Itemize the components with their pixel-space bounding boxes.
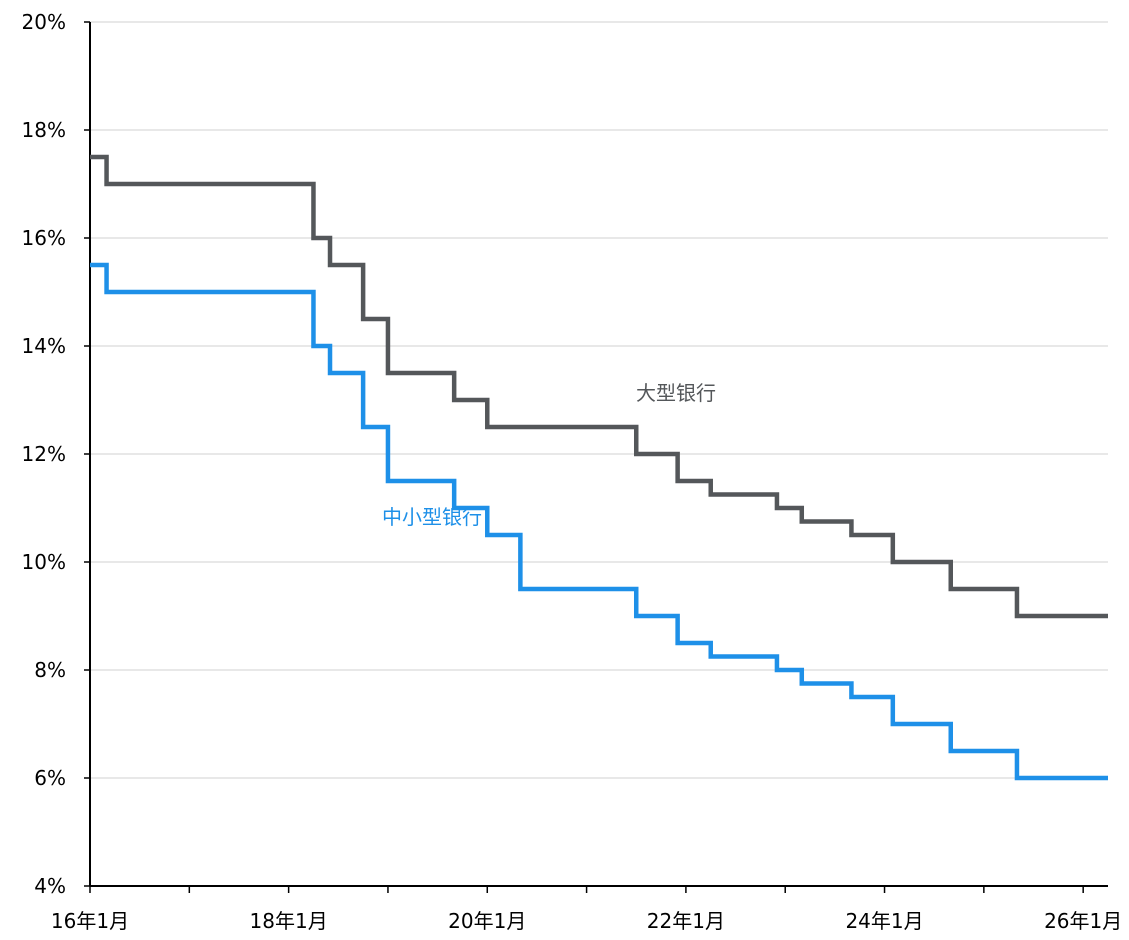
y-tick-label: 14% (22, 334, 66, 358)
y-tick-label: 4% (34, 874, 66, 898)
series-label: 大型银行 (636, 381, 716, 405)
y-tick-label: 6% (34, 766, 66, 790)
y-tick-label: 12% (22, 442, 66, 466)
series-group (90, 154, 1108, 781)
y-tick-label: 18% (22, 118, 66, 142)
x-tick-label: 24年1月 (845, 909, 923, 933)
x-tick-label: 16年1月 (51, 909, 129, 933)
x-tick-label: 26年1月 (1044, 909, 1122, 933)
x-tick-label: 18年1月 (250, 909, 328, 933)
y-tick-label: 20% (22, 10, 66, 34)
series-line (90, 154, 1108, 619)
y-tick-label: 8% (34, 658, 66, 682)
gridlines (90, 21, 1108, 779)
x-axis-ticks: 16年1月 18年1月 20年1月 22年1月 24年1月 26年1月 (51, 886, 1122, 933)
series-line (90, 262, 1108, 781)
y-tick-label: 10% (22, 550, 66, 574)
y-axis-ticks: 4% 6% 8% 10% 12% 14% 16% 18% 20% (22, 10, 90, 898)
y-tick-label: 16% (22, 226, 66, 250)
series-label: 中小型银行 (382, 505, 482, 529)
x-tick-label: 22年1月 (647, 909, 725, 933)
x-tick-label: 20年1月 (448, 909, 526, 933)
